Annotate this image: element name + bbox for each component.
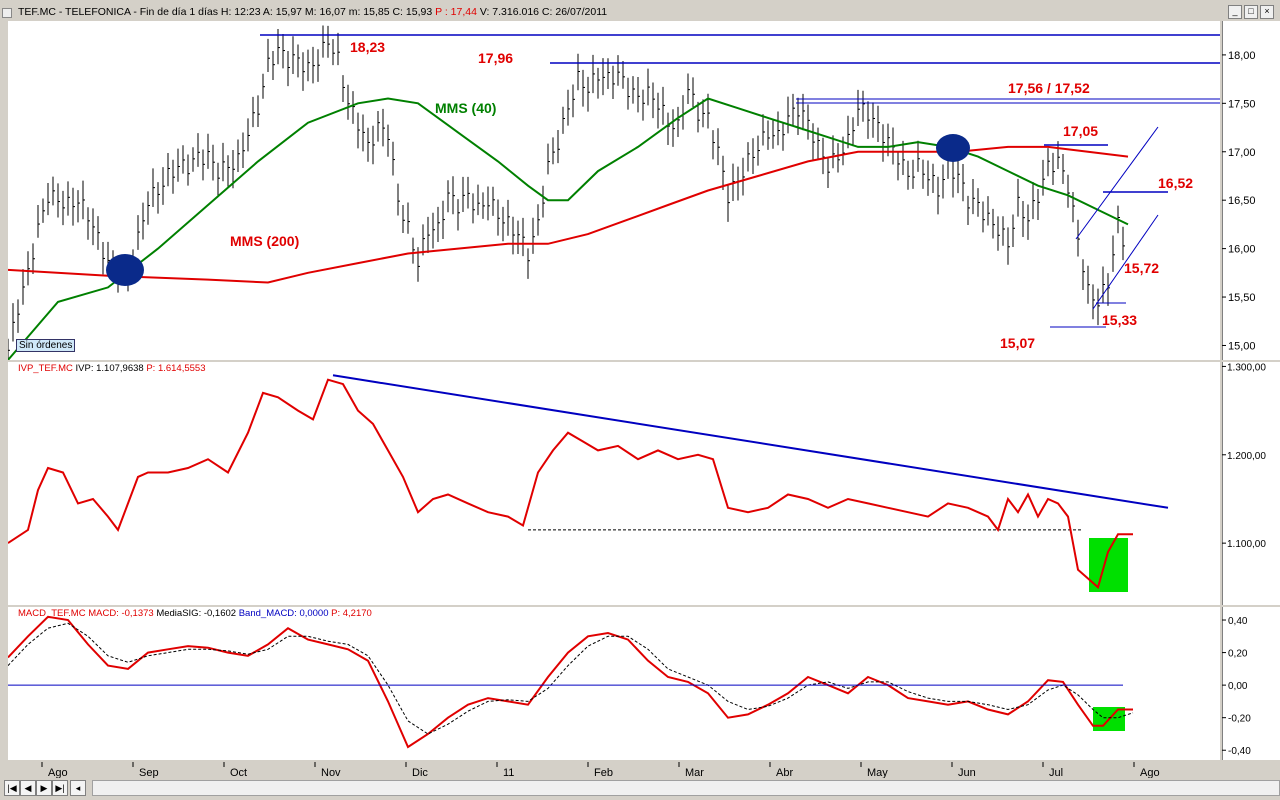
- channel-upper-line: [1075, 126, 1159, 240]
- y-tick-label: 17,50: [1228, 98, 1256, 110]
- macd-series-mediasig: [8, 622, 1134, 735]
- y-tick-label: 0,40: [1228, 616, 1248, 627]
- x-axis: Ago Sep Oct Nov Dic 11 Feb Mar Abr May Jun Jul Ago: [8, 762, 1220, 779]
- macd-legend: MACD_TEF.MC MACD: -0,1373 MediaSIG: -0,1…: [18, 608, 372, 619]
- x-tick-label: Oct: [230, 767, 247, 778]
- ivp-name: IVP_TEF.MC: [18, 363, 73, 374]
- y-tick-label: 1.300,00: [1227, 362, 1266, 373]
- x-tick-label: Mar: [685, 767, 704, 778]
- ivp-series-ivp: [8, 378, 1133, 590]
- ivp-panel[interactable]: IVP_TEF.MC IVP: 1.107,9638 P: 1.614,5553: [8, 362, 1220, 605]
- y-tick-label: 0,20: [1228, 649, 1248, 660]
- x-tick-label: Jun: [958, 767, 976, 778]
- macd-value: MACD: -0,1373: [88, 608, 154, 619]
- macd-series-macd: [8, 615, 1133, 749]
- annotation-17-56: 17,56 / 17,52: [1008, 80, 1090, 96]
- annotation-mms200: MMS (200): [230, 233, 299, 249]
- y-tick-label: -0,20: [1228, 714, 1251, 725]
- death-cross-marker: [936, 134, 970, 162]
- x-tick-label: Abr: [776, 767, 793, 778]
- y-tick-label: 16,50: [1228, 195, 1256, 207]
- x-tick-label: Nov: [321, 767, 341, 778]
- ivp-chart: [8, 374, 1169, 592]
- price-chart: 18,23 17,96 17,56 / 17,52 17,05 16,52 15…: [8, 25, 1220, 360]
- first-page-button[interactable]: |◀: [4, 780, 20, 796]
- golden-cross-marker: [106, 254, 144, 286]
- macd-panel[interactable]: MACD_TEF.MC MACD: -0,1373 MediaSIG: -0,1…: [8, 607, 1220, 760]
- macd-chart: [8, 615, 1134, 749]
- macd-name: MACD_TEF.MC: [18, 608, 86, 619]
- scroll-left-button[interactable]: ◂: [70, 780, 86, 796]
- last-page-button[interactable]: ▶|: [52, 780, 68, 796]
- navigation-bar: |◀ ◀ ▶ ▶| ◂: [0, 778, 1280, 800]
- minimize-button[interactable]: _: [1228, 5, 1242, 19]
- macd-p: P: 4,2170: [331, 608, 372, 619]
- y-tick-label: 15,50: [1228, 292, 1256, 304]
- x-tick-label: May: [867, 767, 888, 778]
- window-icon: [2, 8, 12, 18]
- x-tick-label: Ago: [1140, 767, 1160, 778]
- maximize-button[interactable]: □: [1244, 5, 1258, 19]
- y-tick-label: 1.200,00: [1227, 451, 1266, 462]
- channel-lower-line: [1092, 214, 1159, 310]
- ivp-value: IVP: 1.107,9638: [75, 363, 144, 374]
- x-tick-label: Ago: [48, 767, 68, 778]
- x-tick-label: 11: [503, 767, 514, 778]
- annotation-mms40: MMS (40): [435, 100, 496, 116]
- price-panel[interactable]: 18,23 17,96 17,56 / 17,52 17,05 16,52 15…: [8, 21, 1220, 360]
- y-tick-label: 17,00: [1228, 147, 1256, 159]
- title-tail: V: 7.316.016 C: 26/07/2011: [476, 6, 608, 18]
- annotation-low: 15,07: [1000, 335, 1035, 351]
- x-tick-label: Jul: [1049, 767, 1063, 778]
- annotation-15-33: 15,33: [1102, 312, 1137, 328]
- ivp-series-trend: [332, 374, 1169, 509]
- x-tick-label: Sep: [139, 767, 159, 778]
- macd-band: Band_MACD: 0,0000: [238, 608, 329, 619]
- price-y-axis: 18,00 17,50 17,00 16,50 16,00 15,50 15,00: [1221, 21, 1280, 360]
- ivp-y-axis: 1.300,00 1.200,00 1.100,00: [1221, 362, 1280, 605]
- y-tick-label: -0,40: [1228, 746, 1251, 757]
- annotation-15-72: 15,72: [1124, 260, 1159, 276]
- y-tick-label: 0,00: [1228, 681, 1248, 692]
- series-mms-200-: [8, 145, 1129, 284]
- next-page-button[interactable]: ▶: [36, 780, 52, 796]
- annotation-high: 18,23: [350, 39, 385, 55]
- close-button[interactable]: ×: [1260, 5, 1274, 19]
- title-p: P : 17,44: [435, 6, 477, 18]
- macd-sig: MediaSIG: -0,1602: [156, 608, 237, 619]
- x-tick-label: Feb: [594, 767, 613, 778]
- horizontal-scrollbar[interactable]: [92, 780, 1280, 796]
- ivp-legend: IVP_TEF.MC IVP: 1.107,9638 P: 1.614,5553: [18, 363, 206, 374]
- x-tick-label: Dic: [412, 767, 428, 778]
- annotation-17-05: 17,05: [1063, 123, 1098, 139]
- window-titlebar: TEF.MC - TELEFONICA - Fin de día 1 días …: [0, 3, 1280, 21]
- orders-badge[interactable]: Sin órdenes: [16, 339, 76, 352]
- y-tick-label: 16,00: [1228, 244, 1256, 256]
- annotation-16-52: 16,52: [1158, 175, 1193, 191]
- macd-y-axis: 0,40 0,20 0,00 -0,20 -0,40: [1221, 607, 1280, 760]
- annotation-17-96: 17,96: [478, 50, 513, 66]
- y-tick-label: 15,00: [1228, 340, 1256, 352]
- title-main: TEF.MC - TELEFONICA - Fin de día 1 días …: [18, 6, 436, 18]
- ivp-p: P: 1.614,5553: [146, 363, 206, 374]
- ivp-highlight-box: [1089, 538, 1128, 592]
- y-tick-label: 1.100,00: [1227, 539, 1266, 550]
- y-tick-label: 18,00: [1228, 50, 1256, 62]
- prev-page-button[interactable]: ◀: [20, 780, 36, 796]
